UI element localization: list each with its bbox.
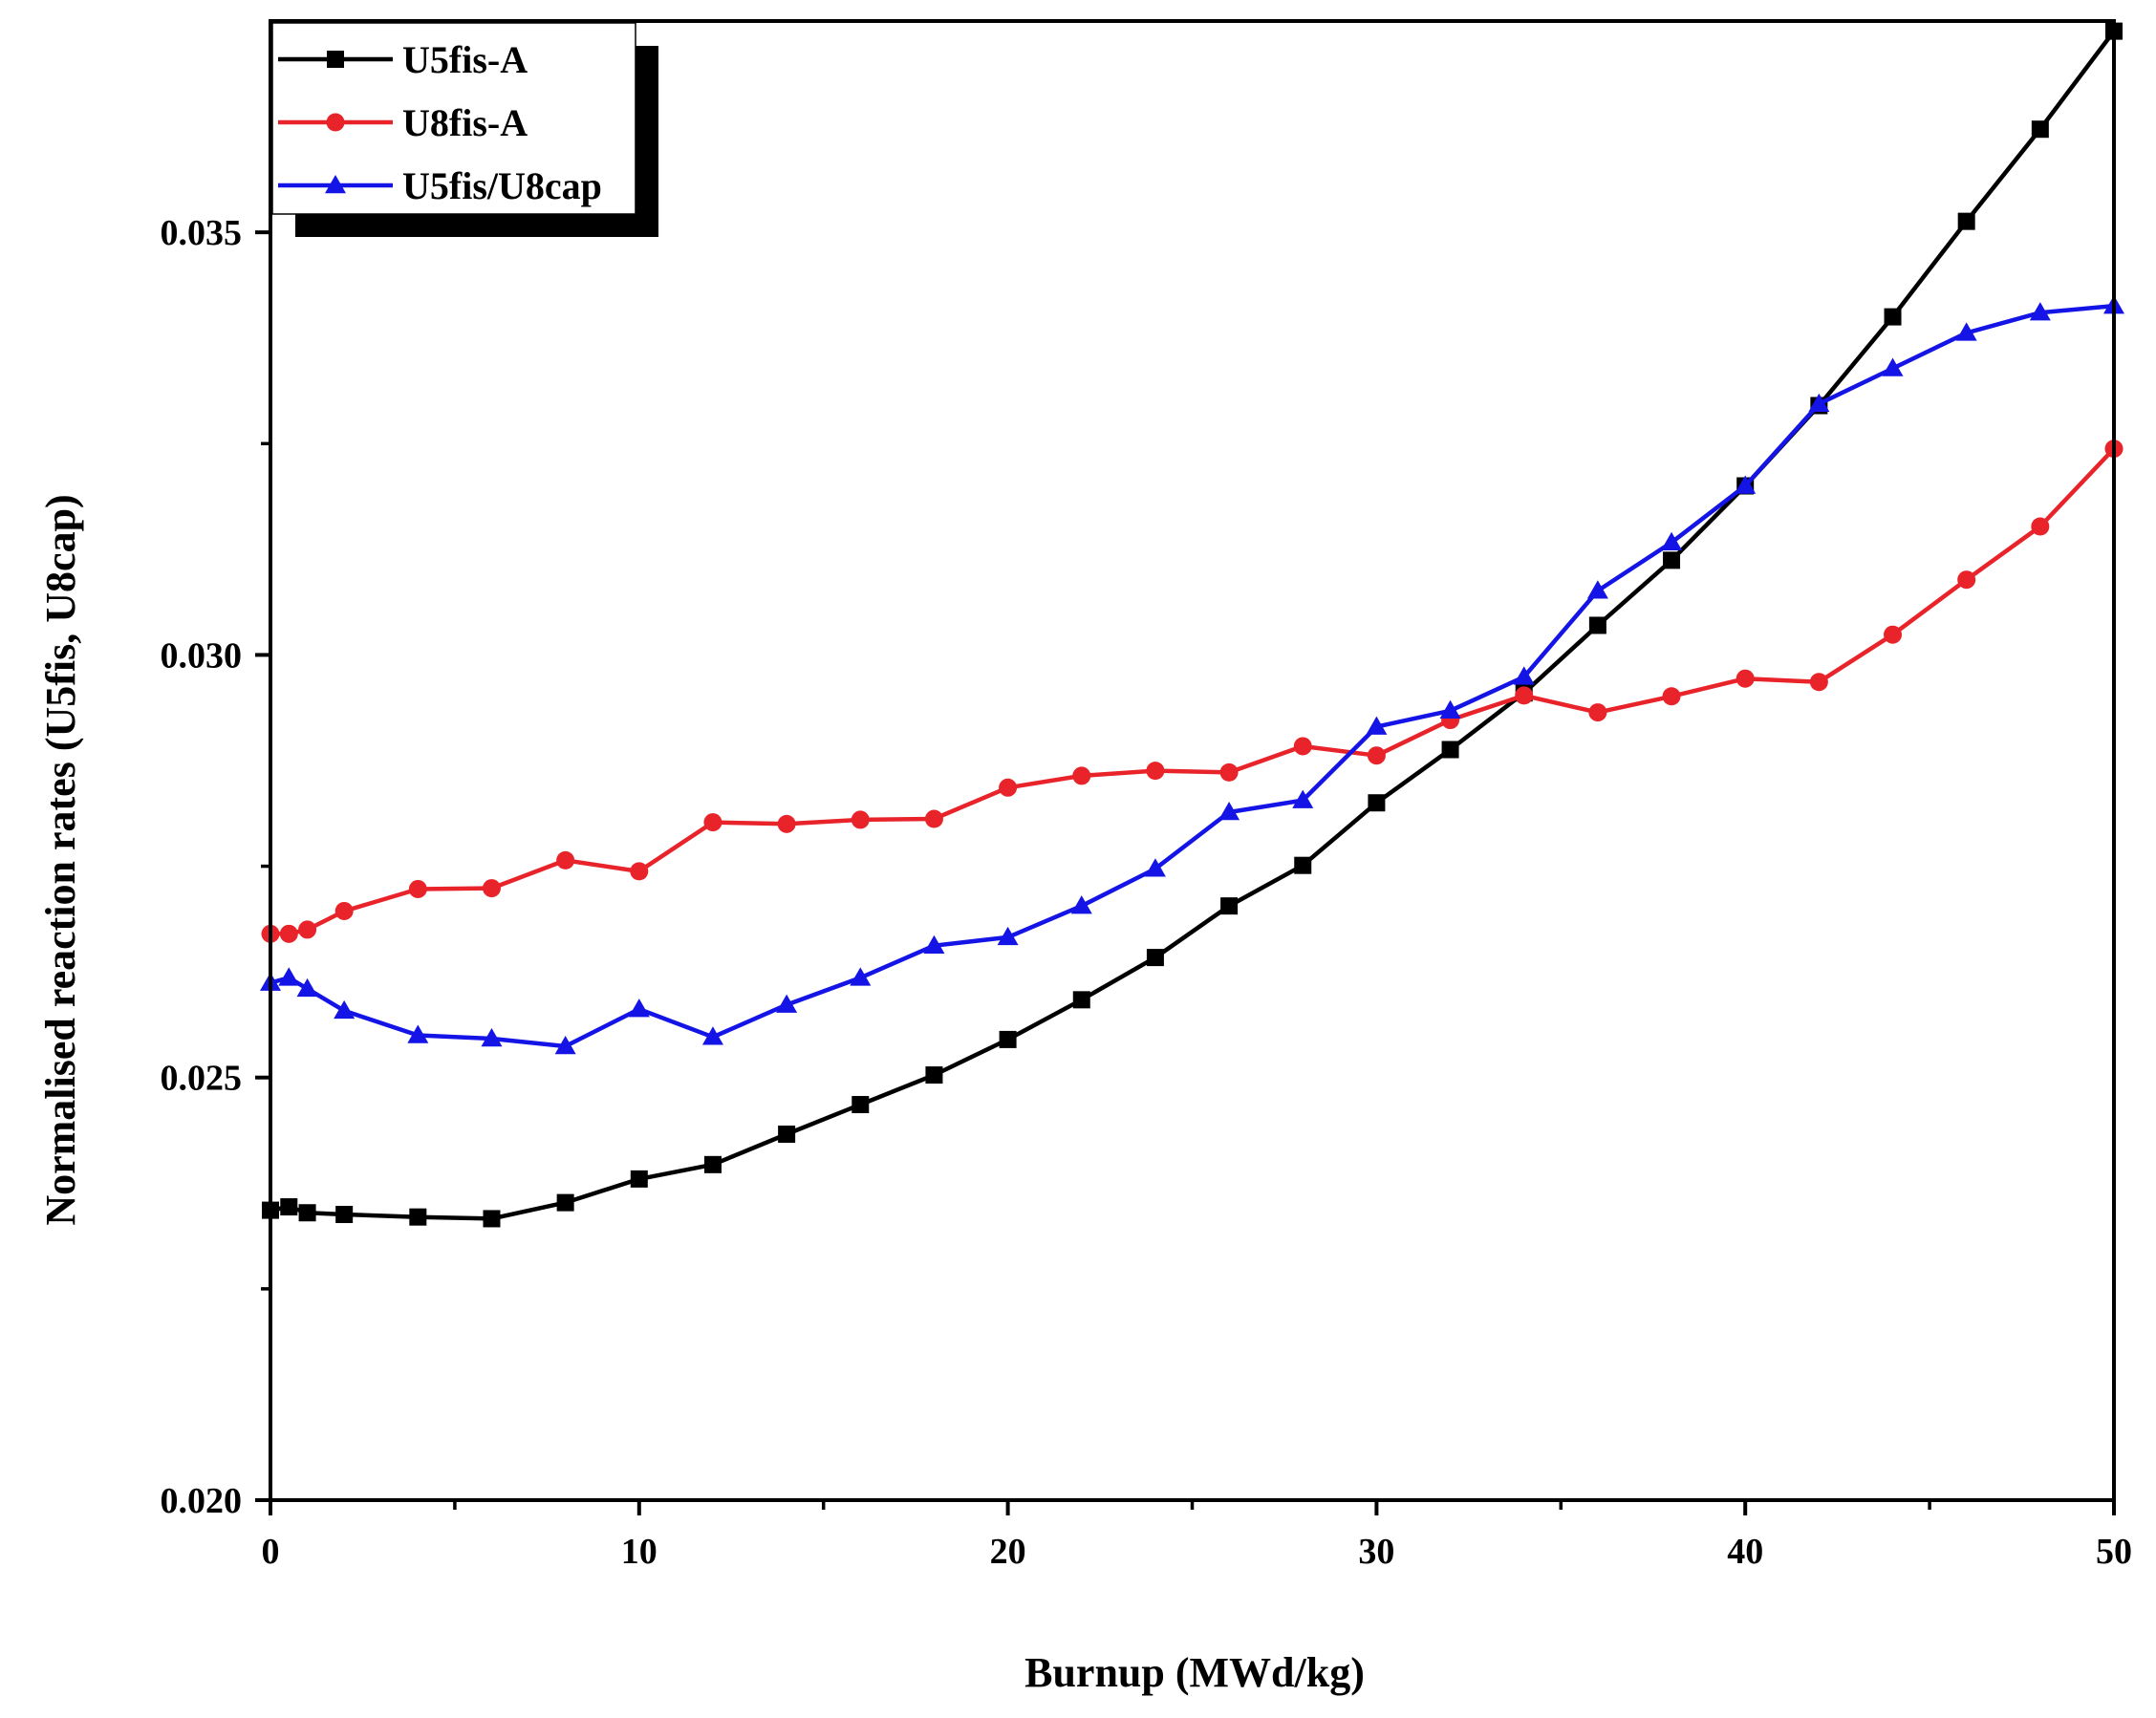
- data-point: [999, 779, 1017, 797]
- data-point: [1588, 703, 1606, 721]
- data-point: [1220, 897, 1238, 914]
- data-point: [631, 1170, 648, 1188]
- data-point: [1885, 309, 1902, 326]
- data-point: [852, 1096, 869, 1113]
- data-point: [483, 1210, 500, 1227]
- legend-swatch-marker: [327, 51, 344, 68]
- x-tick-label: 50: [2096, 1532, 2132, 1572]
- data-point: [557, 1194, 574, 1212]
- data-point: [1073, 991, 1090, 1008]
- data-point: [778, 1126, 795, 1143]
- legend-label: U8fis-A: [402, 101, 528, 144]
- y-tick-label: 0.035: [161, 213, 243, 253]
- data-point: [1515, 686, 1533, 704]
- x-tick-label: 30: [1358, 1532, 1394, 1572]
- data-point: [483, 879, 501, 897]
- data-point: [1368, 746, 1386, 764]
- data-point: [1000, 1031, 1017, 1048]
- data-point: [704, 1156, 722, 1173]
- data-point: [852, 810, 870, 828]
- y-tick-label: 0.030: [161, 635, 243, 676]
- legend-label: U5fis-A: [402, 38, 528, 81]
- data-point: [1958, 213, 1975, 230]
- data-point: [925, 1066, 942, 1084]
- data-point: [409, 880, 427, 898]
- plot-background: [270, 21, 2114, 1500]
- data-point: [298, 920, 316, 938]
- data-point: [1146, 762, 1164, 780]
- x-axis-title: Burnup (MWd/kg): [1024, 1649, 1365, 1696]
- data-point: [1294, 857, 1311, 874]
- y-tick-label: 0.020: [161, 1481, 243, 1521]
- x-tick-label: 20: [990, 1532, 1026, 1572]
- legend-swatch-marker: [327, 114, 345, 132]
- plot-area: [270, 21, 2114, 1500]
- data-point: [1442, 741, 1459, 759]
- x-tick-label: 40: [1727, 1532, 1763, 1572]
- data-point: [299, 1204, 316, 1221]
- legend-label: U5fis/U8cap: [402, 164, 602, 207]
- data-point: [2032, 120, 2049, 138]
- data-point: [1220, 763, 1239, 782]
- data-point: [409, 1209, 426, 1226]
- y-tick-label: 0.025: [161, 1059, 243, 1099]
- data-point: [703, 813, 722, 831]
- data-point: [925, 810, 943, 828]
- data-point: [280, 925, 298, 943]
- x-tick-label: 10: [621, 1532, 658, 1572]
- data-point: [778, 815, 796, 833]
- y-axis-title: Normalised reaction rates (U5fis, U8cap): [37, 494, 84, 1225]
- data-point: [1294, 737, 1312, 755]
- line-chart: 0 10 20 30 40 50 0.020 0.025 0.030 0.035 Burnup (…: [0, 0, 2156, 1718]
- data-point: [1589, 616, 1606, 634]
- data-point: [1663, 687, 1681, 705]
- data-point: [1957, 570, 1975, 589]
- legend: U5fis-A U8fis-A U5fis/U8cap: [272, 23, 658, 237]
- data-point: [1736, 670, 1755, 688]
- data-point: [2031, 517, 2049, 535]
- x-tick-label: 0: [262, 1532, 280, 1572]
- data-point: [1147, 949, 1164, 966]
- data-point: [630, 862, 648, 880]
- data-point: [1663, 551, 1680, 569]
- data-point: [1884, 626, 1902, 644]
- data-point: [1072, 766, 1090, 784]
- data-point: [1368, 794, 1385, 811]
- data-point: [1810, 673, 1828, 691]
- data-point: [335, 902, 354, 920]
- data-point: [335, 1206, 353, 1223]
- data-point: [280, 1198, 297, 1215]
- data-point: [556, 851, 574, 870]
